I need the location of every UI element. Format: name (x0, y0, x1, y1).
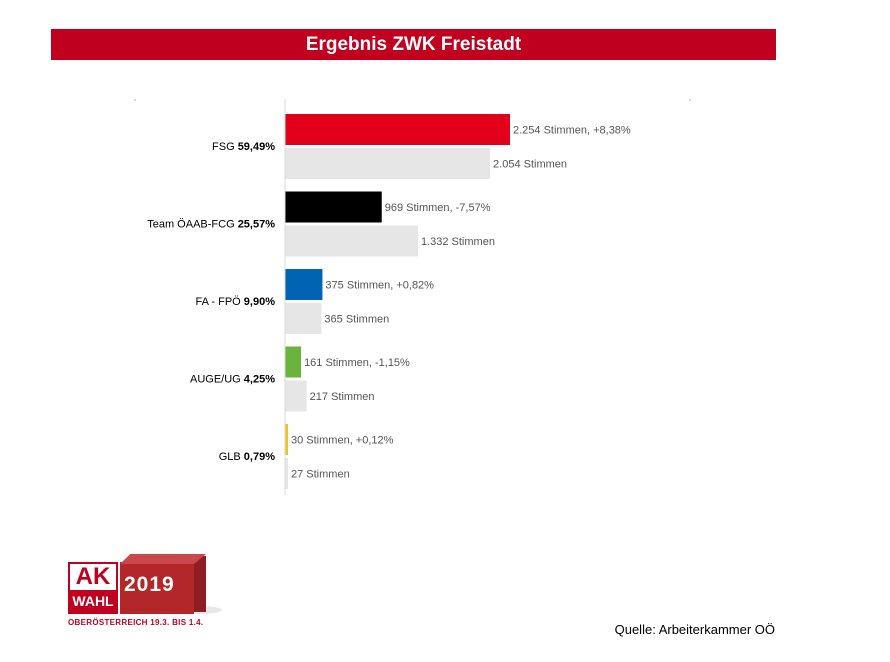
bar-2019-label: 969 Stimmen, -7,57% (385, 202, 491, 214)
bar-previous (285, 148, 491, 179)
chart-title: Ergebnis ZWK Freistadt (51, 29, 776, 60)
bar-previous-label: 2.054 Stimmen (493, 159, 567, 171)
logo-box-top (120, 554, 206, 564)
category-label: Team ÖAAB-FCG 25,57% (147, 219, 275, 231)
bar-2019 (285, 424, 288, 455)
logo-year: 2019 (124, 573, 175, 596)
bar-2019 (285, 346, 302, 378)
grid-dot-right (689, 99, 691, 101)
category-label: AUGE/UG 4,25% (190, 374, 275, 386)
logo-ak-badge: AK WAHL (68, 562, 118, 614)
bar-2019 (285, 114, 510, 145)
bar-2019-label: 375 Stimmen, +0,82% (325, 280, 434, 292)
logo-tagline: OBERÖSTERREICH 19.3. BIS 1.4. (68, 618, 204, 627)
source-note: Quelle: Arbeiterkammer OÖ (614, 622, 775, 637)
category-label: FSG 59,49% (212, 141, 275, 153)
bar-previous-label: 27 Stimmen (291, 469, 350, 481)
category-label: FA - FPÖ 9,90% (196, 296, 276, 308)
ak-wahl-logo: 2019 AK WAHL OBERÖSTERREICH 19.3. BIS 1.… (60, 548, 222, 633)
bar-previous (285, 458, 288, 489)
bar-previous (285, 225, 418, 257)
logo-box (120, 562, 194, 614)
bar-2019-label: 161 Stimmen, -1,15% (304, 357, 410, 369)
bar-2019 (285, 191, 382, 223)
bar-2019 (285, 269, 323, 300)
grid-dot-left (134, 99, 136, 101)
category-label: GLB 0,79% (219, 451, 275, 463)
bar-previous (285, 303, 322, 334)
bar-2019-label: 30 Stimmen, +0,12% (291, 435, 394, 447)
bar-previous-label: 365 Stimmen (324, 314, 389, 326)
bar-previous-label: 217 Stimmen (310, 391, 375, 403)
bar-previous (285, 380, 307, 412)
logo-wahl-text: WAHL (70, 590, 116, 612)
bar-2019-label: 2.254 Stimmen, +8,38% (513, 125, 631, 137)
bar-previous-label: 1.332 Stimmen (421, 236, 495, 248)
logo-ak-text: AK (75, 563, 111, 590)
